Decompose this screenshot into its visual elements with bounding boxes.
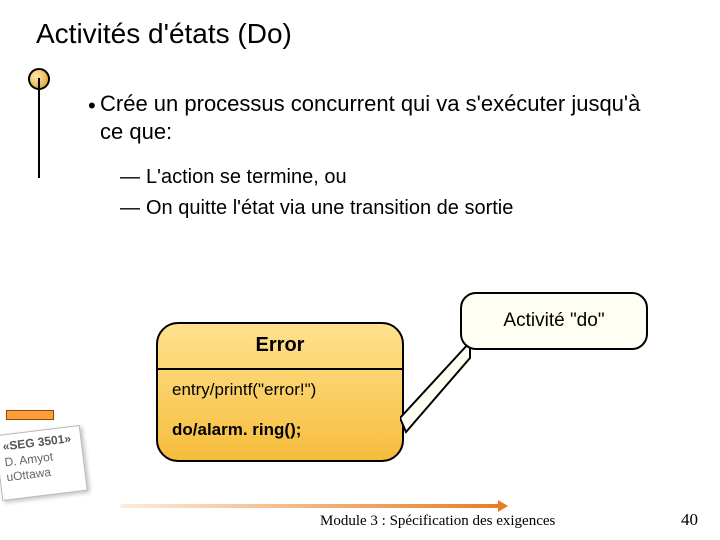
sub-bullet-2-text: On quitte l'état via une transition de s… (146, 197, 513, 219)
decor-line (38, 78, 40, 178)
dash-icon: — (120, 166, 140, 188)
callout-box: Activité "do" (460, 292, 648, 350)
page-number: 40 (681, 510, 698, 530)
arrow-right-icon (498, 500, 508, 512)
state-name: Error (158, 334, 402, 357)
sub-bullet-list: — L'action se termine, ou — On quitte l'ét… (120, 162, 680, 224)
bullet-dot-icon: • (88, 92, 96, 120)
dash-icon: — (120, 197, 140, 219)
callout-text: Activité "do" (503, 310, 604, 332)
main-bullet-text: Crée un processus concurrent qui va s'ex… (100, 91, 640, 144)
state-diagram-box: Error entry/printf("error!") do/alarm. r… (156, 322, 404, 462)
footer-divider (120, 504, 500, 508)
state-do-action: do/alarm. ring(); (172, 420, 301, 440)
state-entry-action: entry/printf("error!") (172, 380, 316, 400)
sub-bullet-1-text: L'action se termine, ou (146, 166, 347, 188)
sub-bullet-1: — L'action se termine, ou (120, 162, 680, 193)
state-divider (158, 368, 402, 370)
main-bullet: • Crée un processus concurrent qui va s'… (100, 90, 660, 145)
sub-bullet-2: — On quitte l'état via une transition de … (120, 193, 680, 224)
decor-bar (6, 410, 54, 420)
slide-title: Activités d'états (Do) (36, 18, 292, 50)
course-info-card: «SEG 3501» D. Amyot uOttawa (0, 425, 88, 501)
footer-module-text: Module 3 : Spécification des exigences (320, 513, 555, 530)
